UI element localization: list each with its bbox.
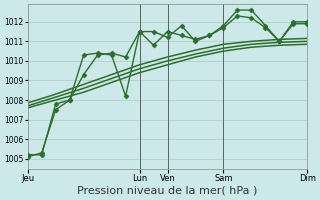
X-axis label: Pression niveau de la mer( hPa ): Pression niveau de la mer( hPa ) xyxy=(77,186,258,196)
